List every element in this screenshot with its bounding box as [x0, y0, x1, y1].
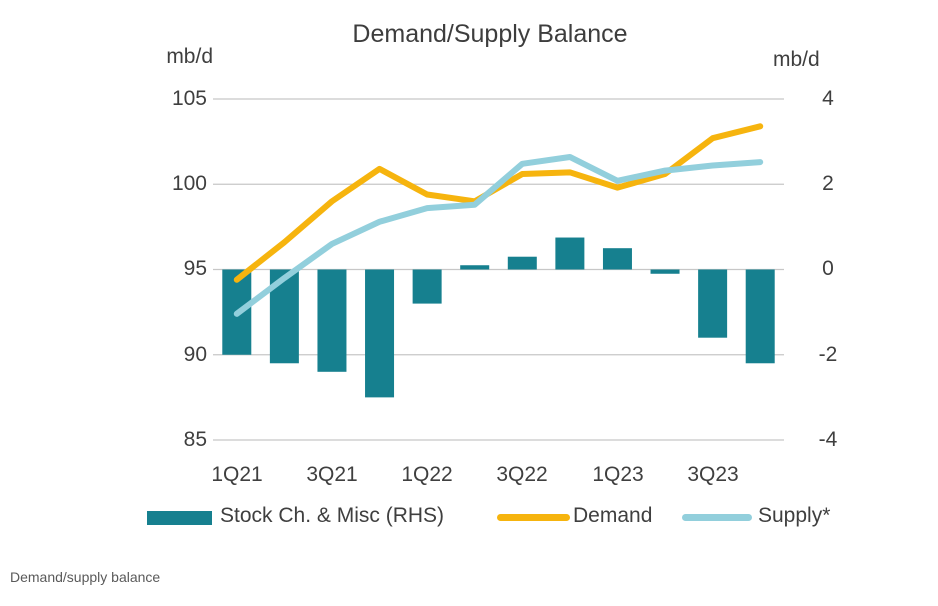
left-tick-95: 95 — [183, 257, 207, 280]
left-axis-unit: mb/d — [166, 45, 213, 68]
x-tick-3q23: 3Q23 — [687, 463, 739, 486]
legend-label-supply: Supply* — [758, 504, 831, 527]
right-tick-neg4: -4 — [818, 428, 838, 451]
x-tick-3q22: 3Q22 — [496, 463, 548, 486]
x-tick-1q21: 1Q21 — [211, 463, 263, 486]
legend-swatch-supply — [682, 514, 752, 521]
right-tick-0: 0 — [822, 257, 834, 280]
legend-label-stock-ch-misc: Stock Ch. & Misc (RHS) — [220, 504, 445, 527]
left-tick-85: 85 — [183, 428, 207, 451]
x-tick-3q21: 3Q21 — [306, 463, 358, 486]
right-tick-2: 2 — [822, 172, 834, 195]
left-tick-90: 90 — [183, 343, 207, 366]
figure-caption: Demand/supply balance — [10, 569, 161, 585]
x-tick-1q23: 1Q23 — [592, 463, 644, 486]
chart-title: Demand/Supply Balance — [352, 20, 628, 48]
legend-swatch-stock-ch-misc — [147, 511, 212, 525]
x-tick-1q22: 1Q22 — [401, 463, 453, 486]
right-axis-unit: mb/d — [773, 48, 820, 71]
legend-label-demand: Demand — [573, 504, 653, 527]
left-tick-105: 105 — [171, 87, 207, 110]
legend-swatch-demand — [497, 514, 570, 521]
right-tick-4: 4 — [822, 87, 834, 110]
left-tick-100: 100 — [171, 172, 207, 195]
right-tick-neg2: -2 — [818, 343, 838, 366]
